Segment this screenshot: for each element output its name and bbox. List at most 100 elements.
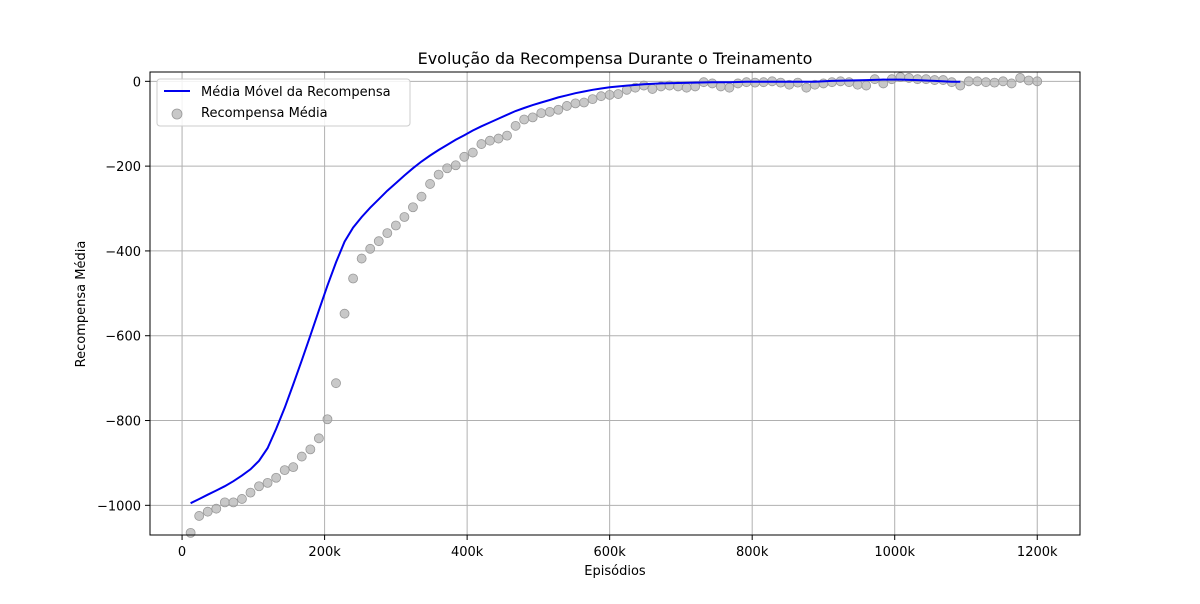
scatter-point [519,114,530,125]
scatter-point [373,236,384,247]
scatter-point [570,98,581,109]
scatter-point [1023,75,1034,86]
scatter-point [647,84,658,94]
scatter-point [390,220,401,231]
scatter-point [245,487,256,498]
y-tick-label: −600 [105,330,141,345]
y-axis-ticks: −1000 −800 −600 −400 −200 0 [97,75,150,514]
x-tick-label: 200k [308,545,341,560]
scatter-point [339,308,350,319]
chart-title: Evolução da Recompensa Durante o Treinam… [418,49,813,68]
scatter-point [561,101,572,111]
scatter-point [502,130,512,141]
x-tick-label: 1200k [1017,545,1058,560]
scatter-point [254,481,264,492]
scatter-point [553,104,564,115]
scatter-point [1032,76,1043,87]
scatter-point [493,133,504,144]
x-tick-label: 1000k [874,545,915,560]
scatter-point [202,506,213,517]
scatter-point [450,160,461,171]
scatter-point [365,243,376,254]
x-tick-label: 600k [593,545,626,560]
scatter-point [271,472,282,483]
scatter-point [989,77,1000,88]
scatter-point [425,179,435,189]
scatter-point [972,76,983,87]
scatter-point [279,465,290,476]
scatter-point [596,91,607,102]
x-axis-ticks: 0 200k 400k 600k 800k 1000k 1200k [178,535,1058,560]
scatter-point [724,82,735,93]
scatter-point [485,135,495,146]
scatter-point [442,163,453,174]
legend-box [156,78,411,127]
scatter-point [681,82,692,93]
scatter-point [416,191,427,202]
scatter-point [733,78,743,89]
y-tick-label: −400 [105,245,141,260]
scatter-point [904,73,914,83]
scatter-point [715,81,726,92]
x-tick-label: 400k [451,545,484,560]
y-tick-label: −800 [105,415,141,430]
scatter-point [399,212,410,222]
legend: Média Móvel da Recompensa Recompensa Méd… [156,78,411,127]
scatter-point [322,414,333,425]
scatter-point [861,80,872,91]
legend-label-average-reward: Recompensa Média [201,106,328,121]
scatter-point [707,78,718,89]
scatter-point [613,89,624,99]
legend-point-swatch [171,108,183,120]
series-layer [185,72,1043,538]
x-tick-label: 0 [178,545,186,560]
scatter-point [237,494,247,504]
scatter-point [262,477,273,488]
scatter-point [296,451,307,462]
legend-label-moving-average: Média Móvel da Recompensa [201,85,391,100]
scatter-point [638,80,649,91]
scatter-point [305,444,316,455]
scatter-point [1015,73,1026,83]
scatter-point [844,77,855,88]
scatter-point [1006,78,1017,89]
scatter-point [408,202,418,213]
scatter-point [194,511,205,521]
scatter-point [288,462,299,473]
scatter-point [604,89,615,100]
scatter-point [313,433,324,444]
scatter-point [219,497,230,508]
x-axis-label: Episódios [584,564,646,579]
scatter-point [510,120,521,131]
scatter-point [963,76,974,87]
x-tick-label: 800k [736,545,769,560]
y-tick-label: −200 [105,160,141,175]
scatter-point [356,253,367,264]
scatter-point [998,76,1008,87]
scatter-point [185,527,196,538]
scatter-point [544,106,555,117]
scatter-point [211,503,222,514]
scatter-point [921,74,931,85]
scatter-point [827,77,837,88]
plot-frame [149,71,1081,536]
scatter-point [433,169,444,180]
scatter-point [579,97,589,108]
scatter-point [331,378,341,389]
moving-average-line [190,78,961,505]
scatter-point [852,79,863,90]
scatter-point [467,147,478,158]
y-tick-label: −1000 [97,499,141,514]
scatter-point [801,82,812,93]
scatter-point [382,228,393,239]
y-axis-label: Recompensa Média [74,241,89,368]
scatter-point [981,77,991,88]
scatter-point [348,273,359,284]
scatter-point [587,94,598,105]
scatter-point [938,75,949,85]
scatter-point [527,112,538,123]
scatter-point [536,108,547,119]
scatter-point [459,151,470,162]
